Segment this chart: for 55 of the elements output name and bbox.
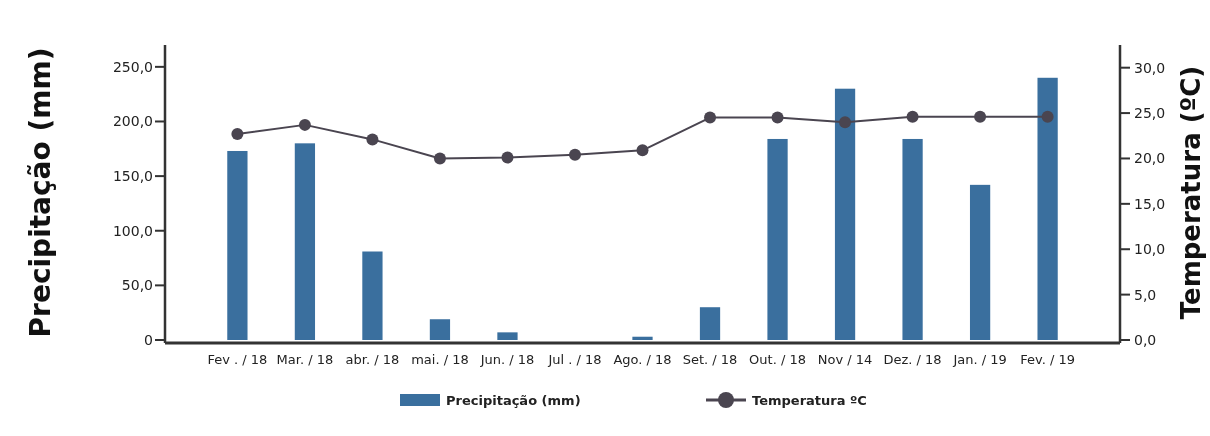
y2-axis-title: Temperatura (ºC) [1176, 65, 1206, 320]
y-tick-label: 100,0 [112, 222, 153, 239]
y2-tick-label: 0,0 [1134, 331, 1157, 348]
point [1041, 110, 1054, 123]
bar [362, 251, 383, 340]
point [771, 111, 784, 124]
legend-label: Temperatura ºC [752, 392, 867, 408]
point [839, 116, 852, 129]
y-tick-label: 150,0 [112, 168, 153, 185]
x-tick-label: Fev. / 19 [1020, 352, 1075, 367]
x-tick-label: Set. / 18 [682, 352, 738, 367]
bar [699, 307, 721, 340]
y2-tick-label: 5,0 [1134, 286, 1157, 303]
x-tick-label: Jul . / 18 [547, 352, 602, 367]
bar [497, 332, 518, 340]
x-tick-label: Jan. / 19 [952, 352, 1007, 367]
bar [429, 319, 451, 340]
point [568, 148, 581, 161]
x-tick-label: abr. / 18 [345, 352, 400, 367]
y2-tick-label: 15,0 [1134, 195, 1166, 212]
y2-tick-label: 30,0 [1134, 59, 1166, 76]
point [636, 144, 649, 157]
x-tick-label: Nov / 14 [817, 352, 873, 367]
bar [767, 138, 788, 340]
x-tick-label: Dez. / 18 [883, 352, 942, 367]
point [704, 111, 717, 124]
bar [1037, 77, 1058, 340]
bar [227, 150, 248, 340]
point [906, 110, 919, 123]
bar [632, 336, 653, 340]
x-tick-label: Ago. / 18 [613, 352, 672, 367]
x-tick-label: Jun. / 18 [479, 352, 535, 367]
y2-tick-label: 10,0 [1134, 241, 1166, 258]
x-tick-label: mai. / 18 [411, 352, 469, 367]
y2-tick-label: 20,0 [1134, 150, 1166, 167]
point [974, 110, 987, 123]
y-tick-label: 0 [144, 331, 153, 348]
x-tick-label: Out. / 18 [749, 352, 806, 367]
bar [969, 184, 991, 340]
point [501, 151, 514, 164]
bar [902, 138, 923, 340]
point [298, 118, 311, 131]
y-axis-title: Precipitação (mm) [24, 47, 57, 338]
y-tick-label: 50,0 [121, 277, 153, 294]
bar [834, 88, 856, 340]
x-tick-label: Fev . / 18 [207, 352, 268, 367]
point [433, 152, 446, 165]
legend-label: Precipitação (mm) [446, 392, 581, 408]
point [366, 133, 379, 146]
y2-tick-label: 25,0 [1134, 104, 1166, 121]
bar [294, 143, 316, 340]
point [231, 127, 244, 140]
y-tick-label: 200,0 [112, 113, 153, 130]
y-tick-label: 250,0 [112, 58, 153, 75]
x-tick-label: Mar. / 18 [276, 352, 334, 367]
